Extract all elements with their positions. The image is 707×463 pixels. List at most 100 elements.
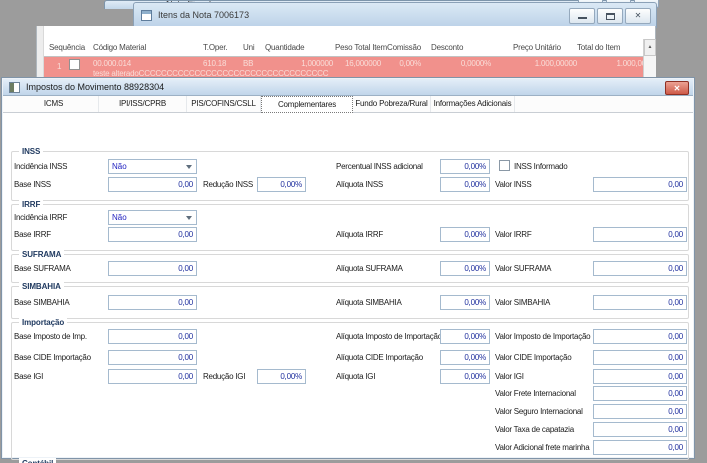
cell-comissao: 0,00% [399,59,421,68]
close-button[interactable] [665,81,689,95]
imp-aliquota-field[interactable]: 0,00% [440,329,490,344]
irrf-valor-label: Valor IRRF [495,230,532,239]
dialog-titlebar: Impostos do Movimento 88928304 [3,79,693,96]
cide-aliquota-field[interactable]: 0,00% [440,350,490,365]
frete-internacional-field[interactable]: 0,00 [593,386,687,401]
inss-valor-field[interactable]: 0,00 [593,177,687,192]
column-header[interactable]: Total do Item [577,43,621,52]
group-importacao: Importação [11,317,689,460]
irrf-base-field[interactable]: 0,00 [108,227,197,242]
simbahia-aliquota-field[interactable]: 0,00% [440,295,490,310]
suframa-base-label: Base SUFRAMA [14,264,71,273]
group-title: SUFRAMA [19,249,65,260]
tab-complementares[interactable]: Complementares [261,96,353,113]
window-icon [141,10,152,21]
group-title: Contábil [19,458,57,463]
scroll-up-icon[interactable] [644,39,656,56]
inss-base-field[interactable]: 0,00 [108,177,197,192]
cide-base-field[interactable]: 0,00 [108,350,197,365]
group-suframa: SUFRAMA [11,249,689,283]
tab-strip: ICMS IPI/ISS/CPRB PIS/COFINS/CSLL Comple… [3,96,693,113]
cide-base-label: Base CIDE Importação [14,353,91,362]
inss-aliquota-field[interactable]: 0,00% [440,177,490,192]
close-button[interactable] [625,8,651,24]
maximize-icon [606,13,615,20]
irrf-valor-field[interactable]: 0,00 [593,227,687,242]
suframa-valor-label: Valor SUFRAMA [495,264,552,273]
grid-header: Sequência Código Material T.Oper. Uni Qu… [44,39,643,57]
tab-pis-cofins-csll[interactable]: PIS/COFINS/CSLL [187,96,261,112]
inss-aliquota-label: Alíquota INSS [336,180,383,189]
column-header[interactable]: Preço Unitário [513,43,561,52]
igi-base-label: Base IGI [14,372,44,381]
chevron-down-icon [186,216,192,220]
column-header[interactable]: Peso Total Item [335,43,387,52]
minimize-button[interactable] [569,8,595,24]
group-inss: INSS [11,146,689,201]
column-header[interactable]: Uni [243,43,255,52]
suframa-base-field[interactable]: 0,00 [108,261,197,276]
cell-t-oper: 610.18 [203,59,227,68]
irrf-base-label: Base IRRF [14,230,51,239]
simbahia-aliquota-label: Alíquota SIMBAHIA [336,298,402,307]
row-checkbox[interactable] [69,59,80,70]
tab-content: INSS IRRF SUFRAMA SIMBAHIA Importação Co… [3,113,693,463]
inss-informado-label: INSS Informado [514,162,568,171]
tab-fundo-pobreza-rural[interactable]: Fundo Pobreza/Rural [353,96,431,112]
vertical-scrollbar[interactable] [643,39,656,78]
imp-base-field[interactable]: 0,00 [108,329,197,344]
suframa-valor-field[interactable]: 0,00 [593,261,687,276]
inss-informado-checkbox[interactable] [499,160,510,171]
dialog-icon [9,82,20,93]
igi-base-field[interactable]: 0,00 [108,369,197,384]
tab-icms[interactable]: ICMS [9,96,99,112]
inss-percentual-field[interactable]: 0,00% [440,159,490,174]
taxa-capatazia-label: Valor Taxa de capatazia [495,425,574,434]
tab-informacoes-adicionais[interactable]: Informações Adicionais [431,96,515,112]
simbahia-valor-field[interactable]: 0,00 [593,295,687,310]
igi-aliquota-field[interactable]: 0,00% [440,369,490,384]
adicional-frete-marinha-field[interactable]: 0,00 [593,440,687,455]
cell-quantidade: 1,000000 [301,59,333,68]
inss-incidencia-label: Incidência INSS [14,162,68,171]
grid-selected-row[interactable]: 1 00.000.014 610.18 BB 1,000000 16,00000… [44,57,646,78]
cide-valor-label: Valor CIDE Importação [495,353,572,362]
irrf-aliquota-field[interactable]: 0,00% [440,227,490,242]
group-title: IRRF [19,199,44,210]
column-header[interactable]: Quantidade [265,43,305,52]
igi-valor-field[interactable]: 0,00 [593,369,687,384]
maximize-button[interactable] [597,8,623,24]
group-title: SIMBAHIA [19,281,64,292]
chevron-down-icon [186,165,192,169]
igi-valor-label: Valor IGI [495,372,524,381]
taxa-capatazia-field[interactable]: 0,00 [593,422,687,437]
column-header[interactable]: Sequência [49,43,86,52]
tab-ipi-iss-cprb[interactable]: IPI/ISS/CPRB [99,96,187,112]
simbahia-base-field[interactable]: 0,00 [108,295,197,310]
igi-reducao-field[interactable]: 0,00% [257,369,306,384]
inss-reducao-field[interactable]: 0,00% [257,177,306,192]
dialog-title: Impostos do Movimento 88928304 [26,82,165,92]
suframa-aliquota-field[interactable]: 0,00% [440,261,490,276]
seguro-internacional-label: Valor Seguro Internacional [495,407,583,416]
column-header[interactable]: Desconto [431,43,464,52]
imp-valor-label: Valor Imposto de Importação [495,332,591,341]
imp-valor-field[interactable]: 0,00 [593,329,687,344]
cide-valor-field[interactable]: 0,00 [593,350,687,365]
cell-uni: BB [243,59,254,68]
inss-valor-label: Valor INSS [495,180,532,189]
cell-preco-unitario: 1.000,00000 [534,59,577,68]
simbahia-valor-label: Valor SIMBAHIA [495,298,551,307]
minimize-icon [578,17,587,19]
column-header[interactable]: T.Oper. [203,43,228,52]
cell-descricao: teste alteradoCCCCCCCCCCCCCCCCCCCCCCCCCC… [93,69,329,78]
column-header[interactable]: Código Material [93,43,147,52]
column-header[interactable]: Comissão [387,43,421,52]
inss-incidencia-select[interactable]: Não [108,159,197,174]
suframa-aliquota-label: Alíquota SUFRAMA [336,264,403,273]
seguro-internacional-field[interactable]: 0,00 [593,404,687,419]
impostos-dialog: Impostos do Movimento 88928304 ICMS IPI/… [1,77,695,463]
group-simbahia: SIMBAHIA [11,281,689,319]
irrf-incidencia-select[interactable]: Não [108,210,197,225]
